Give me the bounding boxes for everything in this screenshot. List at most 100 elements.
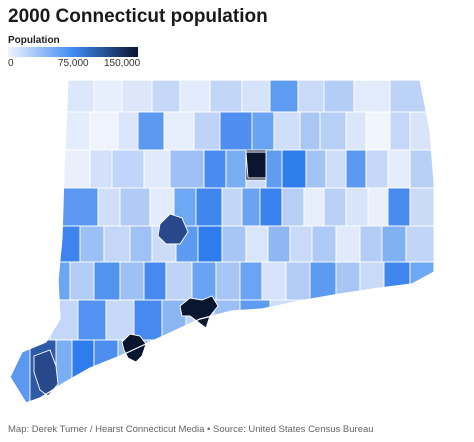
town-region	[225, 149, 247, 189]
town-region	[119, 261, 145, 301]
town-region	[137, 111, 165, 151]
town-region	[353, 80, 391, 113]
town-region	[39, 261, 71, 301]
town-region	[93, 339, 119, 403]
town-region	[405, 225, 435, 263]
town-region	[389, 80, 435, 113]
town-region	[59, 80, 95, 113]
town-region	[381, 225, 407, 263]
town-region	[69, 261, 95, 301]
town-region	[165, 261, 193, 301]
town-region	[169, 149, 205, 189]
connecticut-map	[9, 79, 436, 404]
town-region	[209, 80, 243, 113]
town-region	[365, 149, 389, 189]
town-region	[111, 149, 145, 189]
town-region	[319, 111, 347, 151]
source-credit: Map: Derek Turner / Hearst Connecticut M…	[8, 424, 374, 435]
town-region	[297, 80, 325, 113]
town-region	[309, 261, 337, 301]
town-region	[289, 225, 313, 263]
city-region-darkest	[245, 151, 267, 179]
town-region	[323, 187, 347, 227]
town-region	[323, 80, 355, 113]
town-region	[147, 339, 179, 403]
town-region	[387, 149, 411, 189]
town-region	[409, 187, 435, 227]
town-region	[305, 149, 327, 189]
town-region	[19, 299, 51, 341]
town-region	[409, 149, 435, 189]
town-region	[285, 261, 311, 301]
legend-tick-max: 150,000	[104, 58, 141, 69]
town-region	[55, 339, 73, 403]
town-region	[389, 111, 411, 151]
town-region	[365, 111, 391, 151]
town-region	[77, 299, 107, 341]
town-region	[197, 225, 223, 263]
town-region	[303, 187, 325, 227]
town-region	[49, 299, 79, 341]
town-region	[299, 111, 321, 151]
town-region	[129, 225, 153, 263]
city-region-darkest	[121, 333, 147, 363]
town-region	[359, 261, 385, 301]
town-region	[97, 187, 121, 227]
town-region	[10, 339, 31, 403]
town-region	[195, 187, 223, 227]
town-region	[143, 261, 167, 301]
map-title: 2000 Connecticut population	[8, 6, 268, 27]
town-region	[179, 80, 211, 113]
town-region	[221, 225, 247, 263]
legend-tick-mid: 75,000	[58, 58, 89, 69]
town-region	[383, 261, 411, 301]
town-region	[267, 225, 291, 263]
town-region	[239, 299, 271, 341]
town-region	[251, 111, 275, 151]
town-region	[311, 225, 337, 263]
legend-title: Population	[8, 35, 60, 46]
town-region	[191, 261, 217, 301]
town-region	[49, 225, 81, 263]
town-region	[281, 187, 305, 227]
town-region	[345, 111, 367, 151]
town-region	[259, 187, 283, 227]
town-region	[387, 187, 411, 227]
town-region	[245, 225, 269, 263]
town-region	[281, 149, 307, 189]
town-region	[359, 225, 383, 263]
town-region	[121, 80, 153, 113]
town-region	[335, 225, 361, 263]
town-region	[325, 149, 347, 189]
legend-tick-min: 0	[8, 58, 14, 69]
legend-color-bar	[8, 47, 138, 57]
town-region	[241, 187, 261, 227]
town-region	[273, 111, 301, 151]
town-region	[215, 261, 241, 301]
town-region	[117, 111, 139, 151]
town-region	[103, 225, 131, 263]
town-region	[345, 187, 369, 227]
town-region	[409, 261, 435, 301]
town-region	[221, 187, 243, 227]
town-region	[119, 187, 151, 227]
town-region	[133, 299, 163, 341]
town-region	[79, 225, 105, 263]
city-region-dark	[157, 213, 189, 245]
town-region	[163, 111, 195, 151]
town-region	[239, 261, 263, 301]
town-region	[269, 80, 299, 113]
town-region	[241, 80, 271, 113]
town-region	[151, 80, 181, 113]
town-region	[143, 149, 171, 189]
town-region	[59, 187, 99, 227]
town-region	[89, 111, 119, 151]
town-region	[193, 111, 221, 151]
town-region	[93, 80, 123, 113]
town-region	[367, 187, 389, 227]
town-region	[261, 261, 287, 301]
town-region	[89, 149, 113, 189]
town-region	[59, 111, 91, 151]
town-region	[265, 149, 283, 189]
town-region	[93, 261, 121, 301]
